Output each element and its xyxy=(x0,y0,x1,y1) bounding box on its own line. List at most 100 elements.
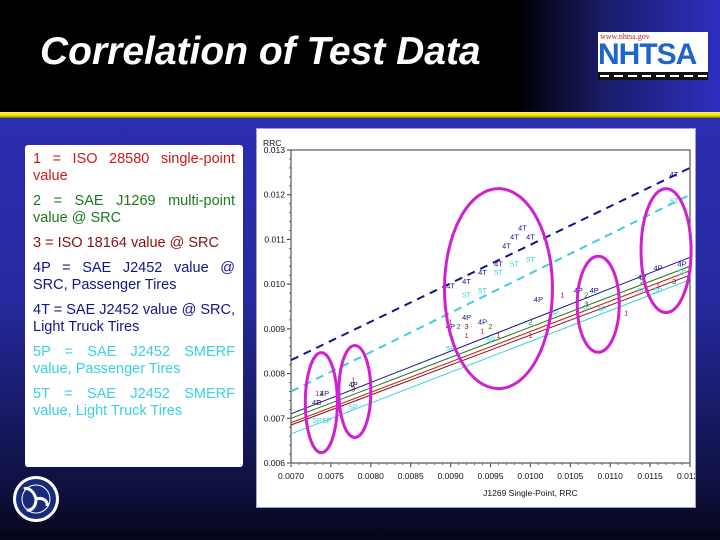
data-point: 5P xyxy=(550,308,559,317)
y-tick-label: 0.012 xyxy=(264,190,286,200)
yellow-divider xyxy=(0,112,720,118)
fit-line-3 xyxy=(290,274,691,426)
fit-line-5T xyxy=(290,193,691,393)
scatter-chart: 0.006 0.007 0.008 0.009 0.010 0.011 0.012 0.013… xyxy=(256,128,696,508)
chart-canvas: 0.006 0.007 0.008 0.009 0.010 0.011 0.012 0.013… xyxy=(263,138,695,498)
data-point: 2 xyxy=(584,291,588,300)
data-point: 5P xyxy=(598,304,607,313)
x-tick-label: 0.0070 xyxy=(278,471,304,481)
x-tick-label: 0.0115 xyxy=(637,471,663,481)
data-point: 3 xyxy=(464,322,468,331)
x-tick-label: 0.0105 xyxy=(557,471,583,481)
data-point: 2 xyxy=(319,389,323,398)
data-point: 4P xyxy=(312,398,321,407)
x-tick-label: 0.0080 xyxy=(358,471,384,481)
data-point: 2 xyxy=(640,277,644,286)
dot-seal-icon xyxy=(13,476,59,522)
cluster-ellipse xyxy=(575,254,621,354)
legend-item: 5P = SAE J2452 SMERF value, Passenger Ti… xyxy=(33,344,235,377)
x-axis-label: J1269 Single-Point, RRC xyxy=(483,488,578,498)
y-tick-label: 0.006 xyxy=(264,458,286,468)
data-point: 3 xyxy=(584,300,588,309)
x-tick-label: 0.0075 xyxy=(318,471,344,481)
data-point: 1 xyxy=(624,308,628,317)
data-point: 1 xyxy=(496,331,500,340)
data-point: 4P xyxy=(478,317,487,326)
y-tick-label: 0.007 xyxy=(264,413,286,423)
data-point: 4P xyxy=(590,286,599,295)
x-tick-label: 0.0085 xyxy=(398,471,424,481)
legend-item: 1 = ISO 28580 single-point value xyxy=(33,151,235,184)
data-point: 3 xyxy=(317,398,321,407)
data-point: 5P xyxy=(677,268,686,277)
data-point: 4P xyxy=(446,322,455,331)
y-tick-label: 0.010 xyxy=(264,279,286,289)
legend-panel: 1 = ISO 28580 single-point value 2 = SAE … xyxy=(25,145,243,467)
data-point: 5T xyxy=(462,291,471,300)
data-point: 4P xyxy=(349,380,358,389)
data-point: 4P xyxy=(320,389,329,398)
nhtsa-logo: www.nhtsa.gov NHTSA xyxy=(598,32,708,80)
y-axis-label: RRC xyxy=(263,138,281,148)
legend-item: 3 = ISO 18164 value @ SRC xyxy=(33,235,220,251)
data-point: 4T xyxy=(510,232,519,241)
x-tick-label: 0.0100 xyxy=(517,471,543,481)
data-point: 2 xyxy=(456,322,460,331)
slide-header: Correlation of Test Data www.nhtsa.gov N… xyxy=(0,0,720,112)
data-point: 4T xyxy=(502,241,511,250)
x-tick-label: 0.0110 xyxy=(598,471,624,481)
data-point: 5T xyxy=(670,197,679,206)
data-point: 2 xyxy=(528,317,532,326)
data-point: 4T xyxy=(670,170,679,179)
data-point: 5T xyxy=(494,268,503,277)
data-point: 5P xyxy=(582,304,591,313)
data-point: 4P xyxy=(653,264,662,273)
data-point: 1 xyxy=(449,317,453,326)
data-point: 4T xyxy=(478,268,487,277)
data-point: 5T xyxy=(510,259,519,268)
data-point: 5P xyxy=(446,344,455,353)
data-point: 1 xyxy=(315,389,319,398)
data-point: 5P xyxy=(313,416,322,425)
data-point: 4P xyxy=(462,313,471,322)
data-point: 4P xyxy=(677,259,686,268)
fit-line-4P xyxy=(290,256,691,415)
road-stripe-icon xyxy=(598,72,708,80)
data-point: 3 xyxy=(672,277,676,286)
fit-line-2 xyxy=(290,265,691,419)
data-point: 5P xyxy=(349,402,358,411)
cluster-ellipse xyxy=(639,187,693,315)
data-point: 1 xyxy=(464,331,468,340)
slide-title: Correlation of Test Data xyxy=(40,30,481,73)
fit-line-4T xyxy=(290,166,691,362)
y-tick-label: 0.013 xyxy=(264,145,286,155)
x-tick-label: 0.0095 xyxy=(478,471,504,481)
data-point: 4T xyxy=(446,282,455,291)
data-point: 1 xyxy=(656,282,660,291)
data-point: 5P xyxy=(322,416,331,425)
data-point: 5P xyxy=(486,335,495,344)
data-point: 5P xyxy=(638,286,647,295)
data-point: 1 xyxy=(528,331,532,340)
cluster-ellipse xyxy=(303,351,339,455)
logo-url-text: www.nhtsa.gov xyxy=(600,32,650,41)
data-point: 1 xyxy=(351,376,355,385)
y-tick-label: 0.008 xyxy=(264,369,286,379)
y-tick-label: 0.011 xyxy=(264,234,285,244)
fit-line-5P xyxy=(290,279,691,435)
data-point: 5T xyxy=(526,255,535,264)
y-tick-label: 0.009 xyxy=(264,324,286,334)
data-point: 4T xyxy=(526,232,535,241)
logo-name: NHTSA xyxy=(598,38,697,71)
legend-item: 4P = SAE J2452 value @ SRC, Passenger Ti… xyxy=(33,260,235,293)
data-point: 4T xyxy=(494,259,503,268)
data-point: 4T xyxy=(462,277,471,286)
cluster-ellipse xyxy=(337,343,373,439)
data-point: 2 xyxy=(351,380,355,389)
plot-frame xyxy=(290,149,691,464)
data-point: 1 xyxy=(560,291,564,300)
legend-item: 2 = SAE J1269 multi-point value @ SRC xyxy=(33,193,235,226)
data-point: 4P xyxy=(534,295,543,304)
data-point: 5P xyxy=(653,286,662,295)
